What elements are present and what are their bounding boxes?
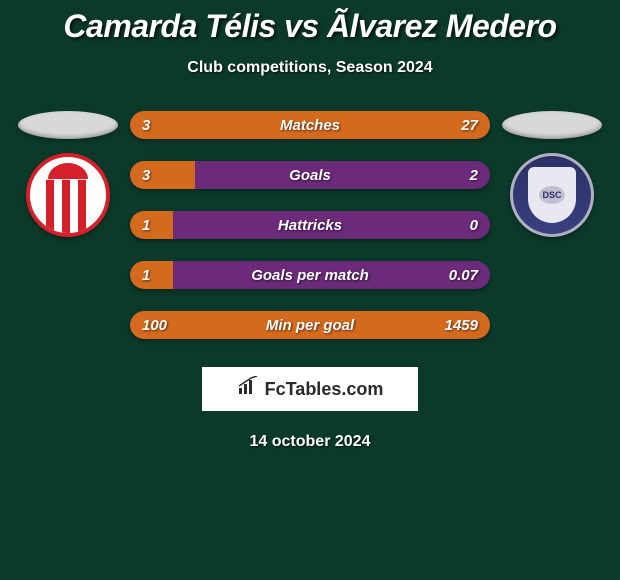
stat-fill-left xyxy=(130,211,173,239)
content-row: 3 27 Matches 3 2 Goals 1 0 Hattricks 1 0.07 Goals p… xyxy=(0,111,620,339)
badge-shield-icon: DSC xyxy=(528,167,576,223)
source-logo: FcTables.com xyxy=(202,367,418,411)
stat-value-left: 3 xyxy=(142,117,150,134)
stat-fill-left xyxy=(130,261,173,289)
stat-bar: 100 1459 Min per goal xyxy=(130,311,490,339)
stat-value-left: 100 xyxy=(142,317,167,334)
date: 14 october 2024 xyxy=(0,433,620,451)
stat-value-left: 3 xyxy=(142,167,150,184)
stat-value-right: 0.07 xyxy=(449,267,478,284)
stat-bar: 1 0 Hattricks xyxy=(130,211,490,239)
left-player-col xyxy=(18,111,118,237)
stat-value-right: 2 xyxy=(470,167,478,184)
badge-shield-text: DSC xyxy=(539,186,565,204)
right-avatar xyxy=(502,111,602,139)
stat-fill-left xyxy=(130,161,195,189)
stat-bar: 3 27 Matches xyxy=(130,111,490,139)
stat-value-right: 0 xyxy=(470,217,478,234)
badge-arc-icon xyxy=(48,163,88,179)
right-club-badge: DSC xyxy=(510,153,594,237)
left-club-badge xyxy=(26,153,110,237)
stat-value-left: 1 xyxy=(142,267,150,284)
stat-bar: 3 2 Goals xyxy=(130,161,490,189)
title: Camarda Télis vs Ãlvarez Medero xyxy=(0,8,620,45)
subtitle: Club competitions, Season 2024 xyxy=(0,59,620,77)
stat-value-left: 1 xyxy=(142,217,150,234)
stat-bars: 3 27 Matches 3 2 Goals 1 0 Hattricks 1 0.07 Goals p… xyxy=(130,111,490,339)
stat-label: Goals xyxy=(289,167,331,184)
stat-label: Goals per match xyxy=(251,267,369,284)
stat-value-right: 1459 xyxy=(445,317,478,334)
stat-label: Matches xyxy=(280,117,340,134)
stat-value-right: 27 xyxy=(461,117,478,134)
stat-bar: 1 0.07 Goals per match xyxy=(130,261,490,289)
stat-label: Min per goal xyxy=(266,317,354,334)
right-player-col: DSC xyxy=(502,111,602,237)
chart-icon xyxy=(237,376,259,402)
stat-label: Hattricks xyxy=(278,217,342,234)
comparison-card: Camarda Télis vs Ãlvarez Medero Club com… xyxy=(0,0,620,580)
left-avatar xyxy=(18,111,118,139)
source-logo-text: FcTables.com xyxy=(265,379,384,400)
